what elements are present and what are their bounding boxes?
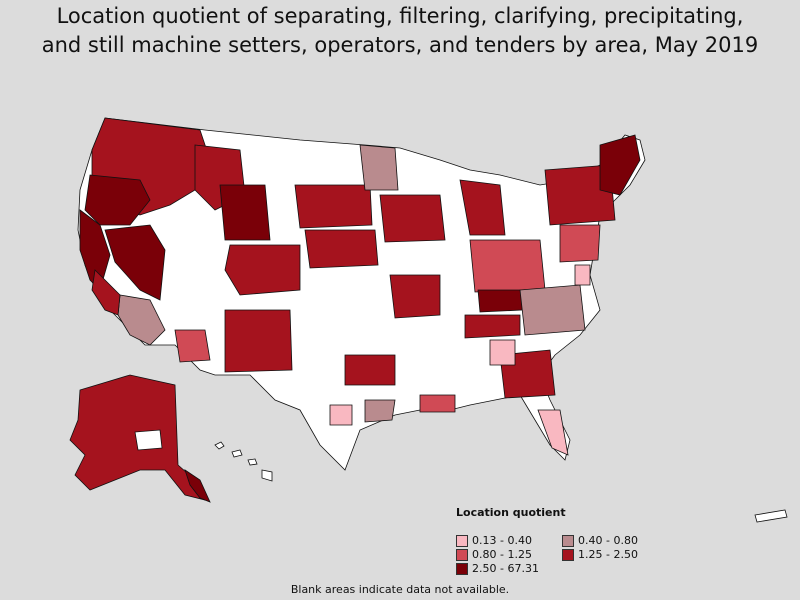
region-ohio-valley (469, 239, 546, 293)
legend-swatch (562, 534, 574, 547)
map-legend: Location quotient 0.13 - 0.40 0.40 - 0.8… (456, 506, 696, 578)
region-alabama-mississippi (489, 339, 516, 366)
region-colorado-utah (224, 244, 301, 296)
us-map (0, 100, 800, 530)
region-nebraska-kansas (304, 229, 379, 269)
region-minnesota (359, 144, 399, 191)
region-kentucky (477, 289, 526, 313)
map-svg (69, 117, 788, 523)
legend-title: Location quotient (456, 506, 566, 519)
legend-item-high: 1.25 - 2.50 (562, 548, 638, 561)
legend-swatch (456, 562, 468, 575)
legend-swatch (562, 548, 574, 561)
puerto-rico-shape (754, 509, 788, 523)
region-iowa-wisconsin (379, 194, 446, 243)
legend-swatch (456, 548, 468, 561)
region-oregon-dark (84, 174, 151, 226)
region-arizona (174, 329, 211, 363)
legend-label: 1.25 - 2.50 (578, 548, 638, 561)
legend-label: 0.13 - 0.40 (472, 534, 532, 547)
region-mid-atlantic (559, 224, 601, 263)
title-line-1: Location quotient of separating, filteri… (56, 4, 744, 28)
region-virginia-pink (574, 264, 591, 286)
region-socal-coast (91, 269, 121, 316)
legend-label: 2.50 - 67.31 (472, 562, 539, 575)
region-michigan (459, 179, 506, 236)
title-line-2: and still machine setters, operators, an… (41, 33, 759, 57)
region-arkansas (344, 354, 396, 386)
legend-item-lowest: 0.13 - 0.40 (456, 534, 532, 547)
legend-label: 0.80 - 1.25 (472, 548, 532, 561)
legend-item-mid: 0.80 - 1.25 (456, 548, 532, 561)
alaska-panhandle (184, 469, 211, 503)
region-wyoming (219, 184, 271, 241)
map-title: Location quotient of separating, filteri… (0, 2, 800, 60)
hawaii-islands (214, 441, 273, 482)
region-new-mexico (224, 309, 293, 373)
alaska-interior-blank (134, 429, 163, 451)
region-texas-coast (364, 399, 396, 423)
legend-item-low: 0.40 - 0.80 (562, 534, 638, 547)
region-new-england (599, 134, 641, 196)
region-tennessee (464, 314, 521, 339)
region-pennsylvania-ny (544, 164, 616, 226)
region-florida (537, 409, 569, 456)
region-texas-pink (329, 404, 353, 426)
legend-label: 0.40 - 0.80 (578, 534, 638, 547)
region-missouri (389, 274, 441, 319)
legend-item-highest: 2.50 - 67.31 (456, 562, 539, 575)
legend-swatch (456, 534, 468, 547)
region-louisiana (419, 394, 456, 413)
footnote: Blank areas indicate data not available. (290, 583, 510, 596)
region-appalachia (519, 284, 586, 336)
region-dakotas (294, 184, 373, 229)
region-nevada (104, 224, 166, 301)
